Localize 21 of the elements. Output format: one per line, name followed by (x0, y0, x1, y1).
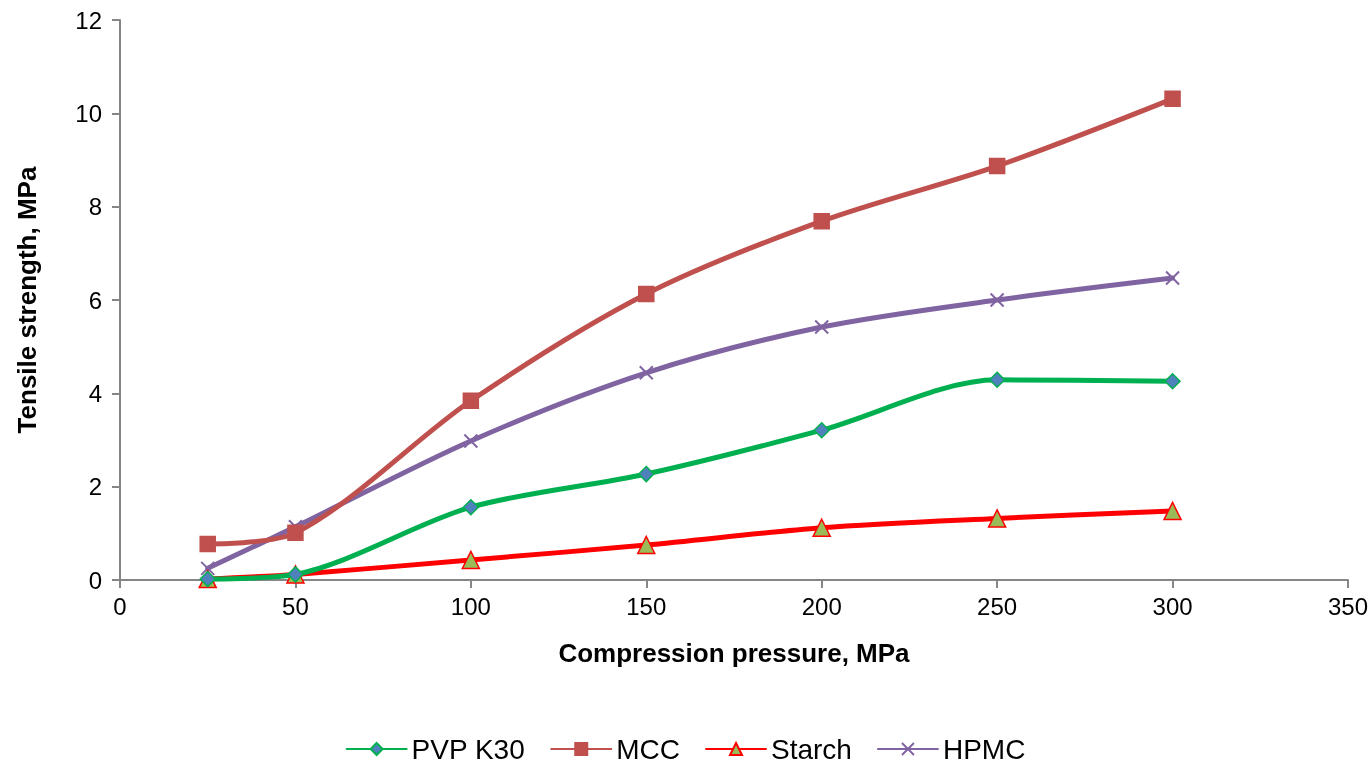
x-tick-label: 100 (450, 592, 491, 620)
x-tick-label: 350 (1327, 592, 1368, 620)
y-tick-label: 4 (88, 379, 102, 407)
x-tick-label: 150 (626, 592, 667, 620)
x-tick-label: 200 (801, 592, 842, 620)
y-tick-label: 8 (88, 193, 102, 221)
x-axis-title: Compression pressure, MPa (558, 638, 911, 668)
y-tick-label: 12 (75, 6, 102, 34)
legend-label: Starch (771, 733, 852, 765)
y-tick-label: 6 (88, 286, 102, 314)
x-tick-label: 250 (977, 592, 1018, 620)
y-tick-label: 0 (88, 566, 102, 594)
legend-label: PVP K30 (411, 733, 525, 765)
legend-label: MCC (616, 733, 681, 765)
y-tick-label: 10 (75, 99, 102, 127)
legend-label: HPMC (942, 733, 1026, 765)
y-axis-title: Tensile strength, MPa (12, 166, 42, 434)
y-tick-label: 2 (88, 473, 102, 501)
x-tick-label: 0 (113, 592, 127, 620)
x-tick-label: 50 (282, 592, 309, 620)
x-tick-label: 300 (1152, 592, 1193, 620)
